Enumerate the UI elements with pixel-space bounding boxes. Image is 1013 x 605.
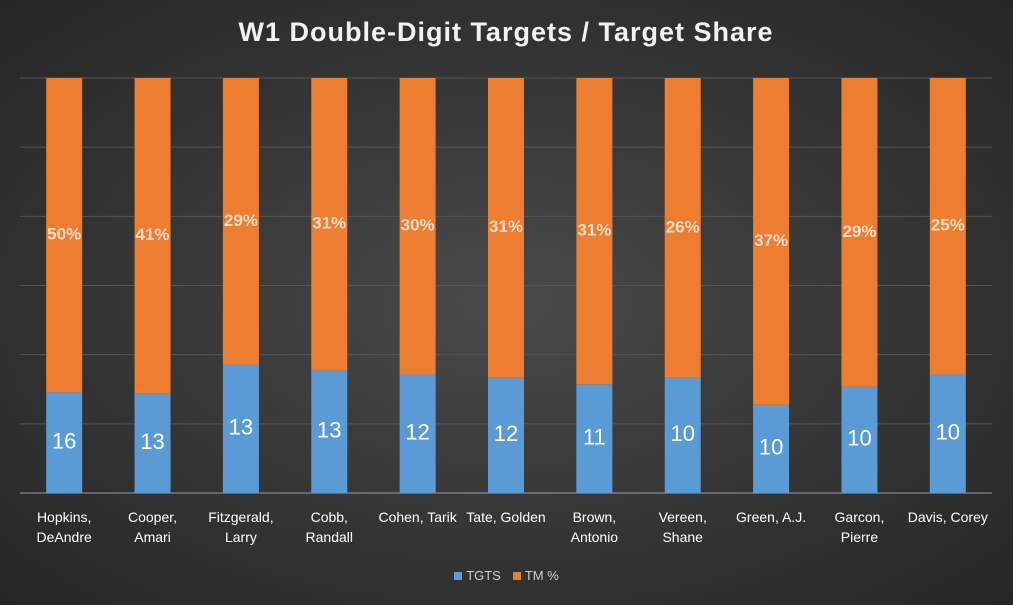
data-label: 12 xyxy=(494,421,518,446)
x-tick-label: Cooper, Amari xyxy=(128,509,178,545)
x-tick-label: Garcon, Pierre xyxy=(834,509,885,545)
x-tick-label: Cobb, Randall xyxy=(305,509,353,545)
x-tick-label: Tate, Golden xyxy=(466,509,546,525)
bar-segment xyxy=(134,78,171,394)
data-label: 10 xyxy=(847,426,871,451)
bar-segment xyxy=(46,392,83,493)
bar-segment xyxy=(222,364,259,493)
bar-segment xyxy=(488,78,524,378)
legend-item: TGTS xyxy=(454,568,501,583)
x-tick-label: Cohen, Tarik xyxy=(378,509,457,525)
chart-title: W1 Double-Digit Targets / Target Share xyxy=(238,17,773,47)
data-label: 12 xyxy=(405,420,429,445)
bar-segment xyxy=(929,78,966,375)
x-tick-label: Davis, Corey xyxy=(907,509,988,525)
bar-segment xyxy=(134,393,171,493)
data-label: 13 xyxy=(317,418,341,443)
legend-item: TM % xyxy=(512,568,559,583)
data-label: 16 xyxy=(52,429,76,454)
data-label: 10 xyxy=(759,435,783,460)
bar-segment xyxy=(222,78,259,365)
data-label: 37% xyxy=(754,231,788,250)
bar-segment xyxy=(576,384,613,493)
data-label: 29% xyxy=(224,211,258,230)
bar-segment xyxy=(311,370,348,493)
bar-segment xyxy=(664,377,701,493)
data-label: 10 xyxy=(936,420,960,445)
data-label: 26% xyxy=(666,217,700,236)
bar-segment xyxy=(311,78,348,371)
x-tick-label: Vereen, Shane xyxy=(658,509,707,545)
data-label: 41% xyxy=(136,225,170,244)
legend-swatch xyxy=(512,572,521,580)
x-tick-label: Brown, Antonio xyxy=(570,509,619,545)
data-label: 13 xyxy=(140,429,164,454)
bar-segment xyxy=(576,78,613,385)
data-label: 10 xyxy=(670,421,694,446)
data-label: 30% xyxy=(401,216,435,235)
data-label: 50% xyxy=(47,225,81,244)
data-label: 31% xyxy=(489,217,523,236)
bar-segment xyxy=(841,78,878,387)
bar-segment xyxy=(488,377,524,493)
bar-segment xyxy=(929,374,966,493)
legend: TGTS TM % xyxy=(0,568,1013,583)
bar-segment xyxy=(399,374,436,493)
data-label: 29% xyxy=(842,222,876,241)
data-label: 11 xyxy=(583,424,606,449)
bar-segment xyxy=(753,78,790,405)
x-tick-label: Green, A.J. xyxy=(736,509,807,525)
legend-label: TM % xyxy=(524,568,559,583)
x-tick-label: Fitzgerald, Larry xyxy=(208,509,274,545)
bar-segment xyxy=(841,386,878,493)
legend-label: TGTS xyxy=(466,568,501,583)
bar-segment xyxy=(46,78,83,393)
x-tick-label: Hopkins, DeAndre xyxy=(36,509,92,545)
data-label: 31% xyxy=(577,221,611,240)
legend-swatch xyxy=(454,572,463,580)
data-label: 13 xyxy=(229,415,253,440)
data-label: 25% xyxy=(931,216,965,235)
bar-segment xyxy=(753,404,790,493)
data-label: 31% xyxy=(312,214,346,233)
bar-segment xyxy=(399,78,436,375)
bar-segment xyxy=(664,78,701,378)
